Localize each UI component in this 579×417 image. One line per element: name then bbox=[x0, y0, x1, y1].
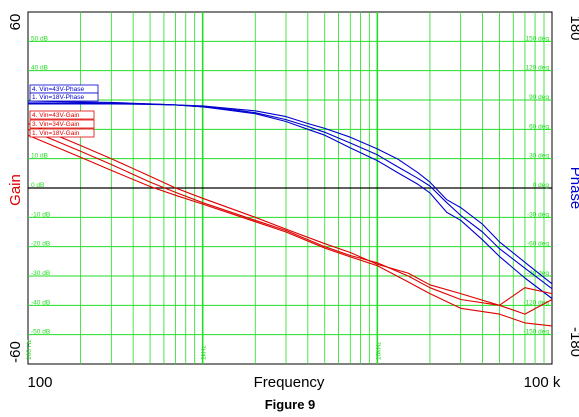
phase-grid-label: 60 deg bbox=[529, 123, 549, 130]
y-left-min-label: -60 bbox=[7, 341, 24, 363]
phase-grid-label: 120 deg bbox=[526, 65, 550, 72]
legend-entry-label: 1. Vin=18V-Phase bbox=[32, 94, 84, 101]
phase-grid-label: 150 deg bbox=[526, 35, 550, 42]
gain-grid-label: -50 dB bbox=[31, 329, 50, 336]
gain-series-line bbox=[27, 122, 553, 306]
gain-grid-label: 40 dB bbox=[31, 65, 48, 72]
x-axis-title: Frequency bbox=[254, 374, 325, 391]
y-left-axis-title: Gain bbox=[7, 174, 24, 206]
series bbox=[27, 100, 553, 327]
phase-grid-label: 30 deg bbox=[529, 153, 549, 160]
legend-entry-label: 3. Vin=34V-Gain bbox=[32, 121, 80, 128]
gain-grid-label: 10 dB bbox=[31, 153, 48, 160]
legend-entry-label: 1. Vin=18V-Gain bbox=[32, 130, 80, 137]
phase-grid-label: -120 deg bbox=[523, 299, 549, 306]
grid bbox=[28, 12, 552, 364]
gain-grid-label: -10 dB bbox=[31, 211, 50, 218]
x-max-label: 100 k bbox=[524, 374, 561, 391]
legend-entry-box bbox=[29, 92, 99, 102]
gain-grid-label: 50 dB bbox=[31, 35, 48, 42]
frequency-grid-label: 1kHz bbox=[201, 345, 208, 360]
gain-grid-label: -20 dB bbox=[31, 241, 50, 248]
figure-caption: Figure 9 bbox=[265, 397, 316, 412]
phase-grid-label: -150 deg bbox=[523, 329, 549, 336]
frequency-grid-label: 100 Hz bbox=[26, 339, 33, 360]
phase-grid-label: -60 deg bbox=[527, 241, 549, 248]
gain-grid-label: -30 dB bbox=[31, 270, 50, 277]
y-left-max-label: 60 bbox=[7, 14, 24, 31]
legend-entry-box bbox=[29, 110, 95, 120]
gain-series-line bbox=[27, 134, 553, 327]
legend-entry-box bbox=[29, 119, 95, 129]
y-right-min-label: -180 bbox=[567, 327, 579, 357]
phase-grid-label: 90 deg bbox=[529, 94, 549, 101]
phase-grid-label: -30 deg bbox=[527, 211, 549, 218]
legend-entry-label: 4. Vin=43V-Phase bbox=[32, 86, 84, 93]
gain-series-line bbox=[27, 128, 553, 315]
y-right-max-label: 180 bbox=[567, 15, 579, 40]
legend-entry-box bbox=[29, 128, 95, 138]
y-right-axis-title: Phase bbox=[567, 167, 579, 210]
legend-entry-label: 4. Vin=43V-Gain bbox=[32, 112, 80, 119]
x-min-label: 100 bbox=[27, 374, 52, 391]
frequency-grid-label: 10kHz bbox=[375, 342, 382, 360]
gain-grid-label: -40 dB bbox=[31, 299, 50, 306]
gain-grid-label: 0 dB bbox=[31, 182, 44, 189]
phase-grid-label: 0 deg bbox=[533, 182, 550, 189]
phase-series-line bbox=[28, 103, 553, 285]
